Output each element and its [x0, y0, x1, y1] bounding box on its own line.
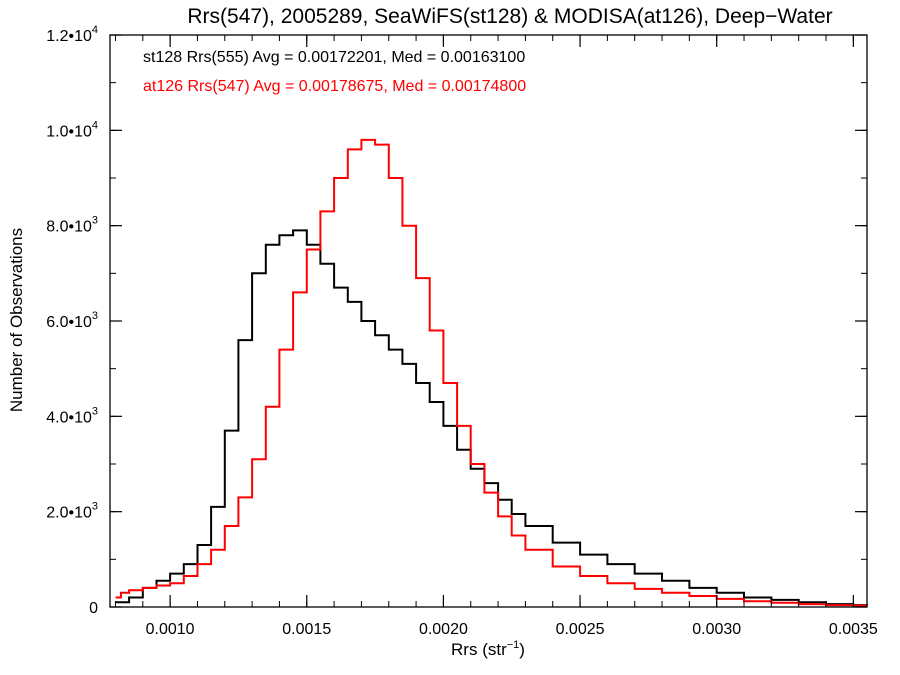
x-tick-label: 0.0035 [829, 621, 878, 638]
legend-entry-at126: at126 Rrs(547) Avg = 0.00178675, Med = 0… [143, 78, 526, 95]
y-tick-label: 2.0•103 [46, 501, 98, 522]
y-tick-label: 1.0•104 [46, 119, 98, 140]
x-tick-label: 0.0030 [692, 621, 741, 638]
y-tick-label: 1.2•104 [46, 24, 98, 45]
y-axis: 0 2.0•103 4.0•103 6.0•103 8.0•103 1.0•104 1.2•… [46, 24, 867, 617]
y-axis-label: Number of Observations [7, 228, 26, 412]
y-tick-label: 8.0•103 [46, 215, 98, 236]
x-tick-label: 0.0020 [419, 621, 468, 638]
plot-frame [109, 34, 868, 608]
chart-title: Rrs(547), 2005289, SeaWiFS(st128) & MODI… [187, 5, 832, 28]
x-axis-label-exponent: −1 [507, 639, 520, 651]
x-tick-label: 0.0010 [146, 621, 195, 638]
x-axis-label: Rrs (str−1) [451, 639, 525, 659]
series-line-st128 [115, 229, 868, 607]
x-tick-label: 0.0025 [556, 621, 605, 638]
legend-entry-st128: st128 Rrs(555) Avg = 0.00172201, Med = 0… [143, 49, 525, 66]
x-tick-label: 0.0015 [282, 621, 331, 638]
y-tick-label: 4.0•103 [46, 405, 98, 426]
x-axis: 0.0010 0.0015 0.0020 0.0025 0.0030 0.0035 [114, 35, 878, 638]
series-layer [115, 138, 868, 607]
y-tick-label: 6.0•103 [46, 310, 98, 331]
series-line-at126 [115, 138, 868, 607]
y-tick-label: 0 [89, 600, 98, 617]
